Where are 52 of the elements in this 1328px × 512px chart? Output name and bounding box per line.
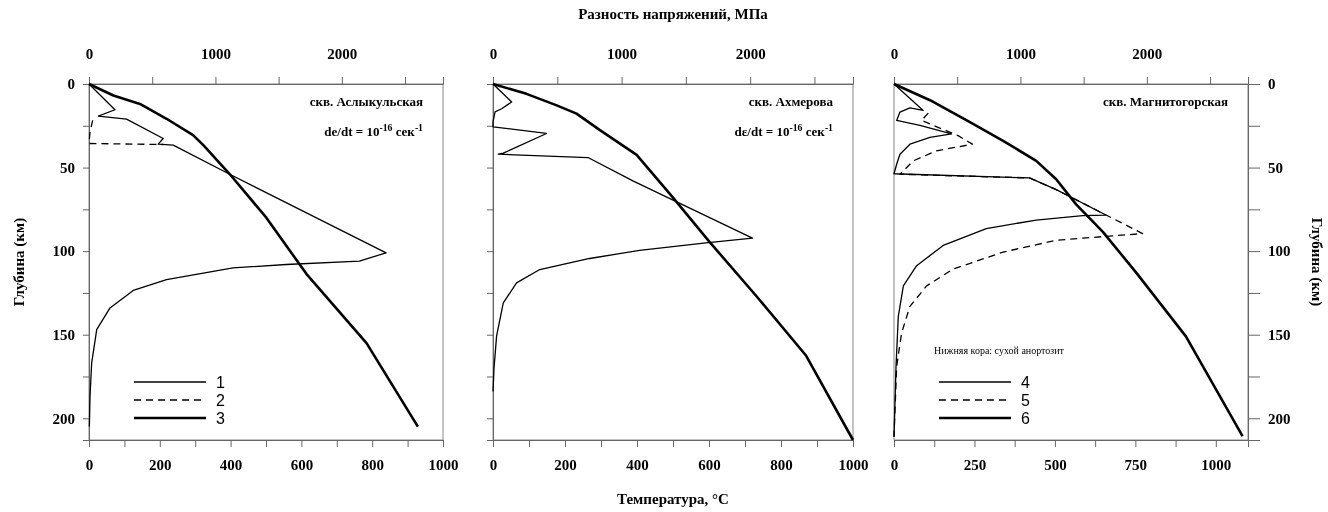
x-tick-label: 0 [890, 456, 899, 473]
x-tick-label: 200 [149, 456, 172, 473]
x-tick-label: 800 [361, 456, 384, 473]
legend-label: 4 [1021, 374, 1030, 391]
x-tick-label: 750 [1124, 456, 1148, 473]
x-tick-label: 500 [1044, 456, 1067, 473]
y-tick-label: 100 [1268, 243, 1291, 260]
y-tick-label: 50 [60, 159, 75, 176]
x2-tick-label: 1000 [607, 46, 638, 62]
x-tick-label: 0 [85, 456, 94, 473]
y-tick-label: 0 [67, 76, 75, 93]
y-tick-label: 200 [52, 410, 75, 427]
x-tick-label: 200 [554, 456, 577, 473]
x2-tick-label: 2000 [1132, 46, 1163, 62]
x-tick-label: 250 [963, 456, 987, 473]
legend-label: 3 [216, 410, 225, 427]
x2-tick-label: 2000 [327, 46, 358, 62]
x-tick-label: 400 [626, 456, 649, 473]
x2-tick-label: 0 [489, 46, 498, 62]
legend-title: Нижняя кора: сухой анортозит [934, 345, 1065, 356]
x2-tick-label: 0 [890, 46, 899, 62]
annotation: dε/dt = 10$^{-16}$ сек$^{-1}$ [734, 121, 834, 139]
y-tick-label: 150 [1268, 327, 1291, 343]
x-tick-label: 0 [489, 456, 498, 473]
annotation: скв. Аслыкульская [309, 94, 423, 109]
legend-label: 5 [1021, 392, 1030, 409]
x-tick-label: 600 [290, 456, 314, 473]
x-tick-label: 400 [219, 456, 243, 473]
y-axis-title: Глубина (км) [1308, 217, 1325, 307]
y-tick-label: 50 [1268, 159, 1283, 176]
x-tick-label: 800 [770, 456, 793, 473]
x2-tick-label: 2000 [735, 46, 766, 62]
legend-label: 2 [216, 392, 225, 409]
y-tick-label: 200 [1268, 410, 1291, 427]
x-tick-label: 1000 [428, 456, 459, 473]
y-tick-label: 100 [52, 243, 75, 260]
x-tick-label: 1000 [838, 456, 869, 473]
y-tick-label: 150 [52, 327, 75, 343]
annotation: скв. Ахмерова [748, 94, 834, 109]
x2-tick-label: 1000 [1005, 46, 1036, 62]
x-tick-label: 1000 [1201, 456, 1232, 473]
y-axis-title: Глубина (км) [11, 217, 28, 307]
x2-tick-label: 1000 [200, 46, 231, 62]
annotation: de/dt = 10$^{-16}$ сек$^{-1}$ [324, 121, 424, 139]
annotation: скв. Магнитогорская [1102, 94, 1228, 109]
x-axis-title: Температура, °C [617, 491, 729, 507]
x2-tick-label: 0 [85, 46, 94, 62]
legend-label: 6 [1021, 410, 1030, 427]
x-tick-label: 600 [698, 456, 721, 473]
x2-axis-title: Разность напряжений, МПа [578, 6, 769, 22]
y-tick-label: 0 [1268, 76, 1276, 93]
legend-label: 1 [216, 374, 225, 391]
